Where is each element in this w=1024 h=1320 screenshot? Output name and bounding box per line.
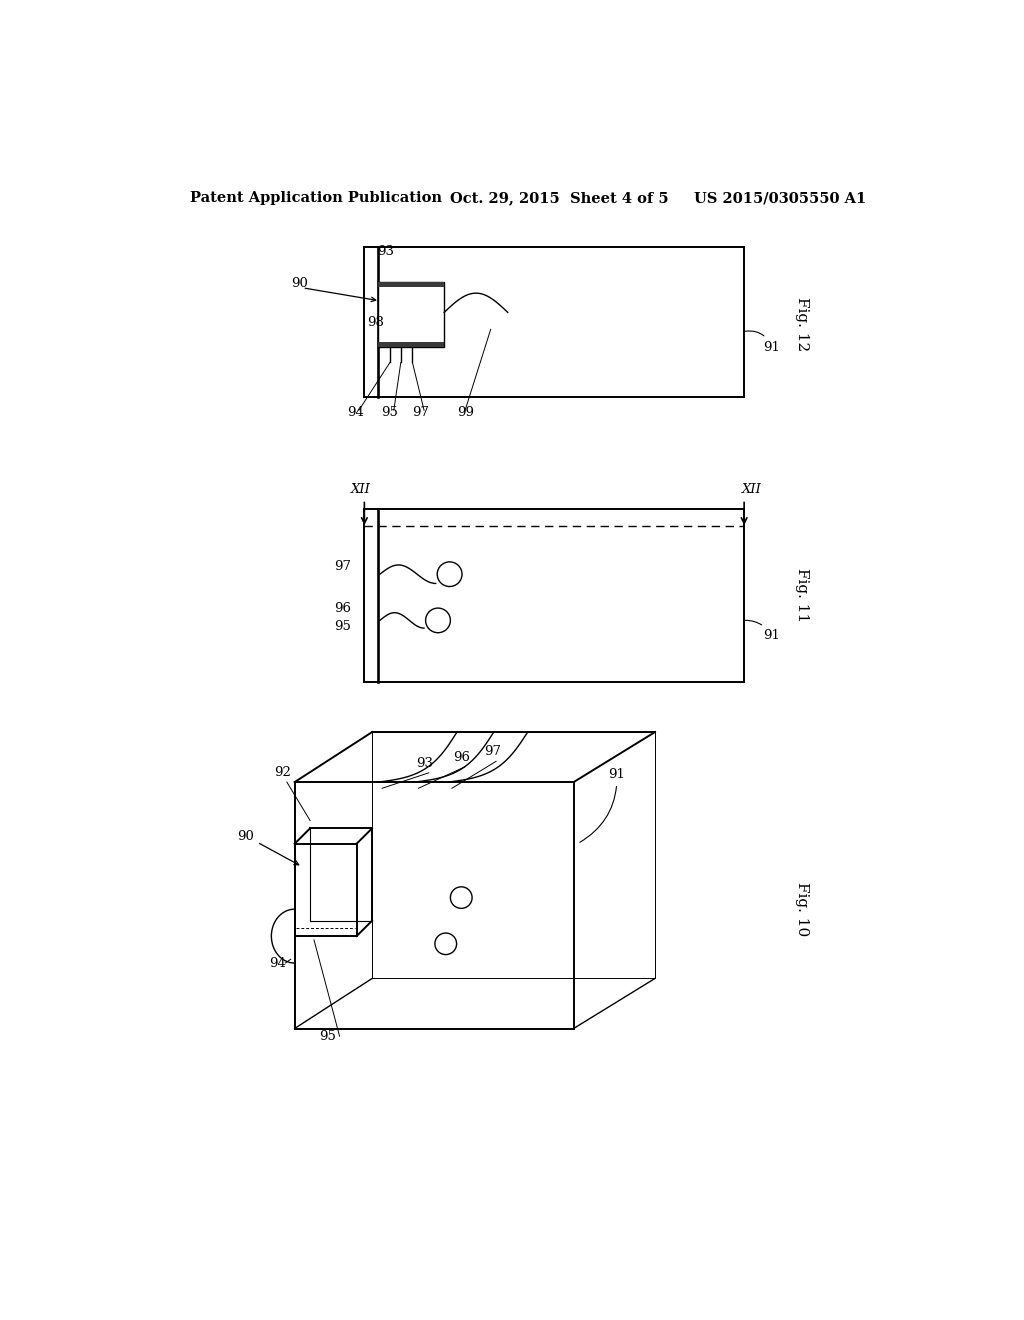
Text: 90: 90	[238, 829, 299, 865]
Text: 99: 99	[457, 407, 474, 420]
Text: 91: 91	[745, 331, 780, 354]
Text: XII: XII	[350, 483, 371, 496]
Bar	[378, 281, 444, 286]
Text: 93: 93	[417, 756, 433, 770]
Text: 95: 95	[334, 620, 351, 634]
Text: 93: 93	[378, 244, 394, 257]
Text: US 2015/0305550 A1: US 2015/0305550 A1	[693, 191, 866, 206]
Text: Fig. 11: Fig. 11	[796, 568, 809, 622]
Text: 94: 94	[347, 407, 364, 420]
Text: 96: 96	[453, 751, 470, 763]
Text: XII: XII	[742, 483, 762, 496]
Text: Oct. 29, 2015  Sheet 4 of 5: Oct. 29, 2015 Sheet 4 of 5	[450, 191, 669, 206]
Text: 97: 97	[412, 407, 429, 420]
Text: 92: 92	[274, 766, 292, 779]
Text: 95: 95	[382, 407, 398, 420]
Bar	[378, 342, 444, 347]
Text: Fig. 10: Fig. 10	[796, 882, 809, 936]
Text: 94: 94	[269, 957, 286, 970]
Text: 90: 90	[291, 277, 307, 290]
Text: Patent Application Publication: Patent Application Publication	[190, 191, 442, 206]
Text: 95: 95	[319, 1030, 337, 1043]
Text: 98: 98	[367, 317, 384, 329]
Text: 91: 91	[745, 620, 780, 643]
Text: 97: 97	[334, 560, 351, 573]
Text: 96: 96	[334, 602, 351, 615]
Text: 97: 97	[483, 746, 501, 758]
Bar	[378, 281, 444, 347]
Text: Fig. 12: Fig. 12	[796, 297, 809, 351]
Text: 91: 91	[580, 768, 626, 842]
